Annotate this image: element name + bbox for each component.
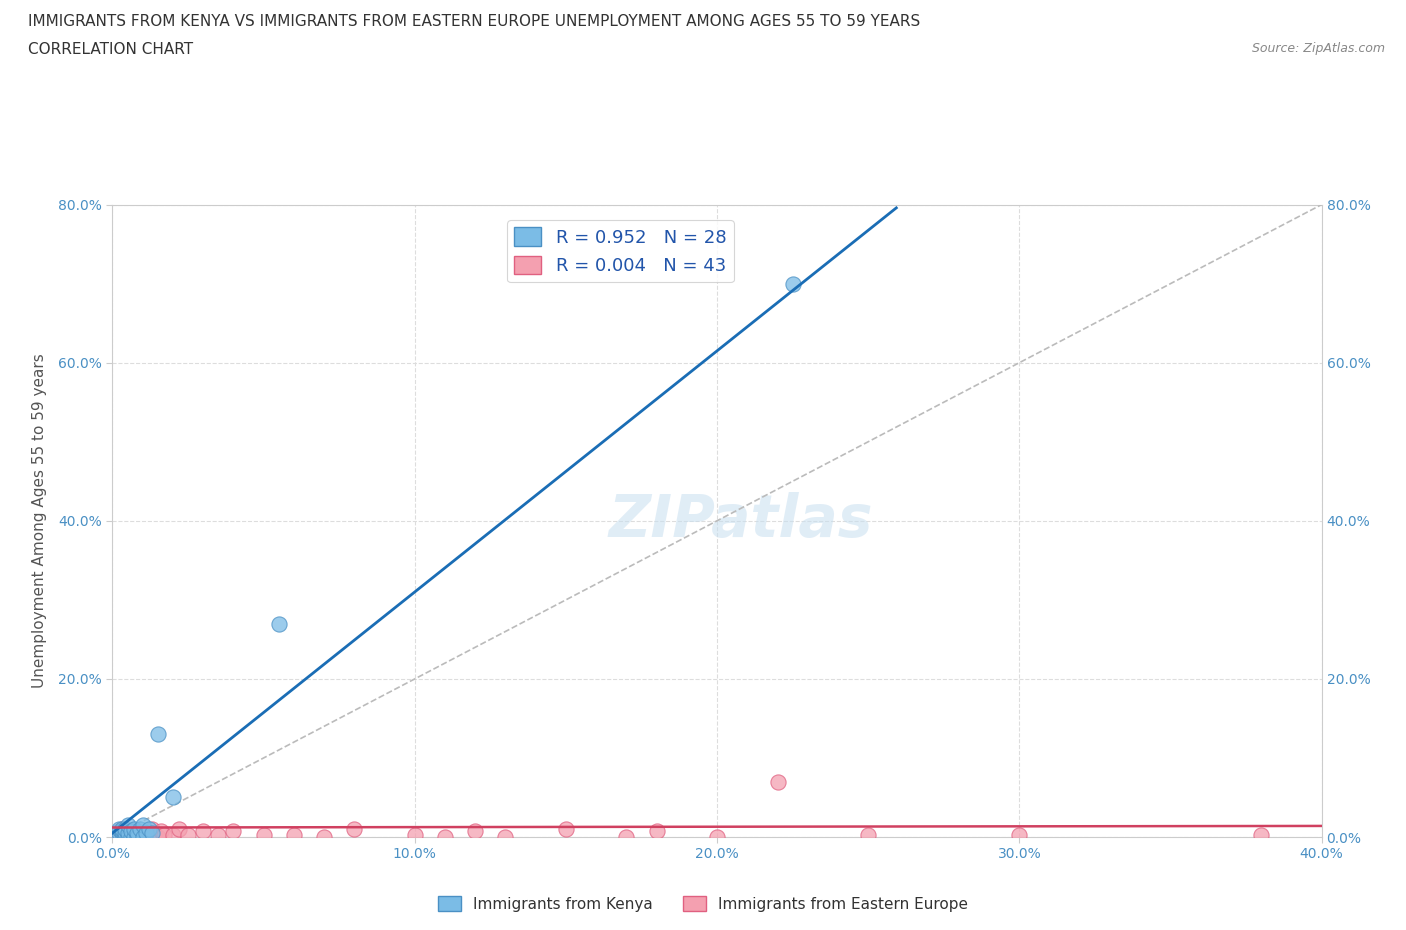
Text: CORRELATION CHART: CORRELATION CHART <box>28 42 193 57</box>
Point <box>191 823 214 838</box>
Point <box>132 817 155 832</box>
Text: Source: ZipAtlas.com: Source: ZipAtlas.com <box>1251 42 1385 55</box>
Point <box>128 822 150 837</box>
Point <box>120 830 142 844</box>
Point <box>141 826 163 841</box>
Point <box>135 826 157 841</box>
Legend: Immigrants from Kenya, Immigrants from Eastern Europe: Immigrants from Kenya, Immigrants from E… <box>432 889 974 918</box>
Point <box>122 822 145 837</box>
Point <box>122 827 145 842</box>
Point <box>1008 827 1031 842</box>
Point <box>207 827 229 842</box>
Point <box>177 827 200 842</box>
Point <box>125 826 148 841</box>
Point <box>495 830 517 844</box>
Point <box>104 827 127 842</box>
Point <box>122 830 145 844</box>
Point <box>120 827 142 842</box>
Point <box>107 827 129 842</box>
Point <box>706 830 728 844</box>
Point <box>645 823 668 838</box>
Point <box>114 826 136 841</box>
Point <box>253 827 276 842</box>
Point <box>110 822 132 837</box>
Point <box>856 827 880 842</box>
Point <box>162 827 184 842</box>
Point <box>128 827 150 842</box>
Point <box>104 826 127 841</box>
Text: IMMIGRANTS FROM KENYA VS IMMIGRANTS FROM EASTERN EUROPE UNEMPLOYMENT AMONG AGES : IMMIGRANTS FROM KENYA VS IMMIGRANTS FROM… <box>28 14 921 29</box>
Point <box>107 823 129 838</box>
Point <box>404 827 426 842</box>
Point <box>125 823 148 838</box>
Point <box>1250 827 1272 842</box>
Point <box>343 822 366 837</box>
Point <box>135 826 157 841</box>
Point <box>162 790 184 805</box>
Point <box>114 830 136 844</box>
Point <box>267 617 290 631</box>
Point <box>110 827 132 842</box>
Point <box>125 830 148 844</box>
Point <box>125 830 148 844</box>
Point <box>766 774 789 789</box>
Point <box>117 817 139 832</box>
Point <box>132 830 155 844</box>
Point <box>314 830 336 844</box>
Point <box>110 823 132 838</box>
Point <box>114 822 136 837</box>
Point <box>117 823 139 838</box>
Point <box>782 276 804 291</box>
Point <box>222 823 245 838</box>
Point <box>149 823 172 838</box>
Point <box>138 822 160 837</box>
Point <box>110 822 132 837</box>
Point <box>120 823 142 838</box>
Point <box>167 822 190 837</box>
Y-axis label: Unemployment Among Ages 55 to 59 years: Unemployment Among Ages 55 to 59 years <box>32 353 46 688</box>
Point <box>107 822 129 837</box>
Point <box>146 830 169 844</box>
Point <box>117 830 139 844</box>
Point <box>464 824 486 839</box>
Point <box>107 826 129 841</box>
Point <box>283 827 305 842</box>
Point <box>146 727 169 742</box>
Point <box>153 827 176 842</box>
Point <box>554 822 576 837</box>
Point <box>138 827 160 842</box>
Point <box>117 830 139 844</box>
Point <box>114 827 136 842</box>
Point <box>433 830 456 844</box>
Point <box>117 826 139 841</box>
Legend: R = 0.952   N = 28, R = 0.004   N = 43: R = 0.952 N = 28, R = 0.004 N = 43 <box>508 220 734 282</box>
Point <box>141 822 163 837</box>
Text: ZIPatlas: ZIPatlas <box>609 492 873 550</box>
Point <box>616 830 638 844</box>
Point <box>143 827 166 842</box>
Point <box>132 830 155 844</box>
Point <box>110 826 132 841</box>
